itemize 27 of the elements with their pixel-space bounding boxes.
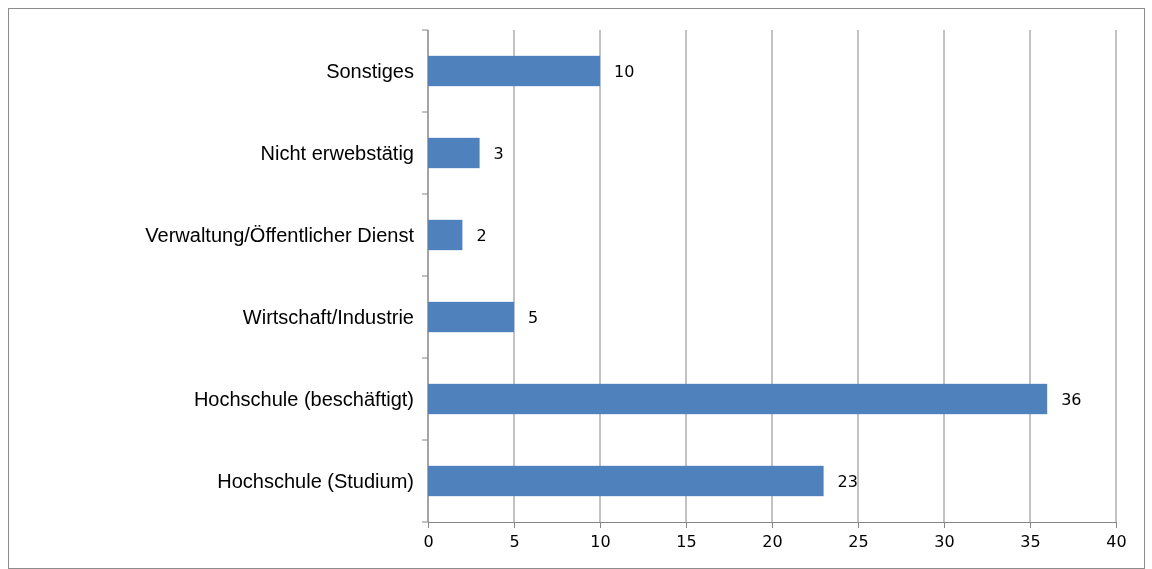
y-tick-label: Sonstiges [326, 60, 414, 82]
data-label: 5 [528, 307, 539, 327]
bar [428, 465, 824, 497]
data-label: 3 [493, 143, 504, 163]
data-label: 2 [476, 225, 487, 245]
bar [428, 383, 1048, 415]
x-tick-label: 30 [934, 532, 955, 552]
y-tick-label: Hochschule (beschäftigt) [193, 388, 414, 410]
x-tick-label: 10 [590, 532, 611, 552]
x-tick-label: 15 [676, 532, 697, 552]
bar [428, 55, 600, 87]
x-tick-label: 40 [1106, 532, 1127, 552]
x-tick-label: 20 [762, 532, 783, 552]
data-label: 36 [1061, 389, 1082, 409]
x-tick-label: 5 [509, 532, 520, 552]
y-tick-label: Verwaltung/Öffentlicher Dienst [145, 224, 415, 246]
bar [428, 301, 514, 333]
x-tick-label: 25 [848, 532, 869, 552]
y-tick-label: Wirtschaft/Industrie [242, 306, 414, 328]
bar [428, 219, 463, 251]
y-tick-label: Nicht erwebstätig [260, 142, 414, 164]
data-label: 10 [614, 61, 635, 81]
y-tick-label: Hochschule (Studium) [217, 470, 414, 492]
x-tick-label: 0 [423, 532, 434, 552]
data-label: 23 [837, 471, 858, 491]
x-tick-label: 35 [1020, 532, 1041, 552]
bar [428, 137, 480, 169]
